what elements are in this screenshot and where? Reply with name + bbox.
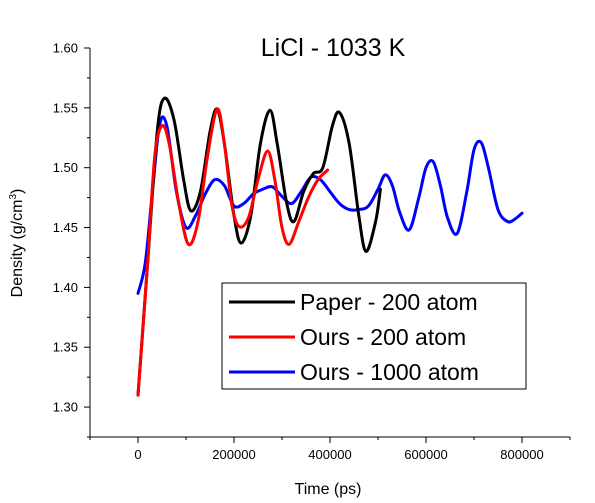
- legend-label-0: Paper - 200 atom: [300, 289, 478, 315]
- y-axis-title: Density (g/cm3): [8, 189, 26, 298]
- y-tick-label: 1.45: [53, 220, 78, 235]
- series-line-2: [136, 115, 524, 295]
- y-tick-label: 1.55: [53, 100, 78, 115]
- x-tick-label: 600000: [404, 447, 447, 462]
- y-tick-label: 1.50: [53, 160, 78, 175]
- x-tick-label: 0: [134, 447, 141, 462]
- x-tick-label: 800000: [500, 447, 543, 462]
- legend-items: Paper - 200 atom Ours - 200 atom Ours - 10…: [229, 289, 479, 385]
- chart-title: LiCl - 1033 K: [261, 34, 406, 62]
- y-axis-title-close: ): [9, 189, 26, 194]
- legend-label-1: Ours - 200 atom: [300, 324, 466, 350]
- y-tick-label: 1.30: [53, 400, 78, 415]
- y-axis-title-sup: 3: [8, 194, 19, 200]
- legend: Paper - 200 atom Ours - 200 atom Ours - 10…: [221, 282, 527, 390]
- y-ticks: 1.30 1.35 1.40 1.45 1.50 1.55 1.60: [53, 41, 90, 438]
- y-tick-label: 1.60: [53, 41, 78, 56]
- y-tick-label: 1.35: [53, 340, 78, 355]
- series-line-1: [136, 107, 330, 397]
- y-tick-label: 1.40: [53, 280, 78, 295]
- plot-area: 0 200000 400000 600000 800000 1.301.351.401.…: [53, 41, 571, 462]
- x-tick-label: 200000: [212, 447, 255, 462]
- x-ticks: 0 200000 400000 600000 800000: [89, 437, 571, 462]
- x-axis-title: Time (ps): [295, 481, 362, 498]
- x-tick-label: 400000: [308, 447, 351, 462]
- y-axis-title-main: Density (g/cm: [9, 200, 26, 298]
- legend-label-2: Ours - 1000 atom: [300, 359, 479, 385]
- series-lines: [136, 96, 524, 397]
- series-line-0: [136, 96, 382, 397]
